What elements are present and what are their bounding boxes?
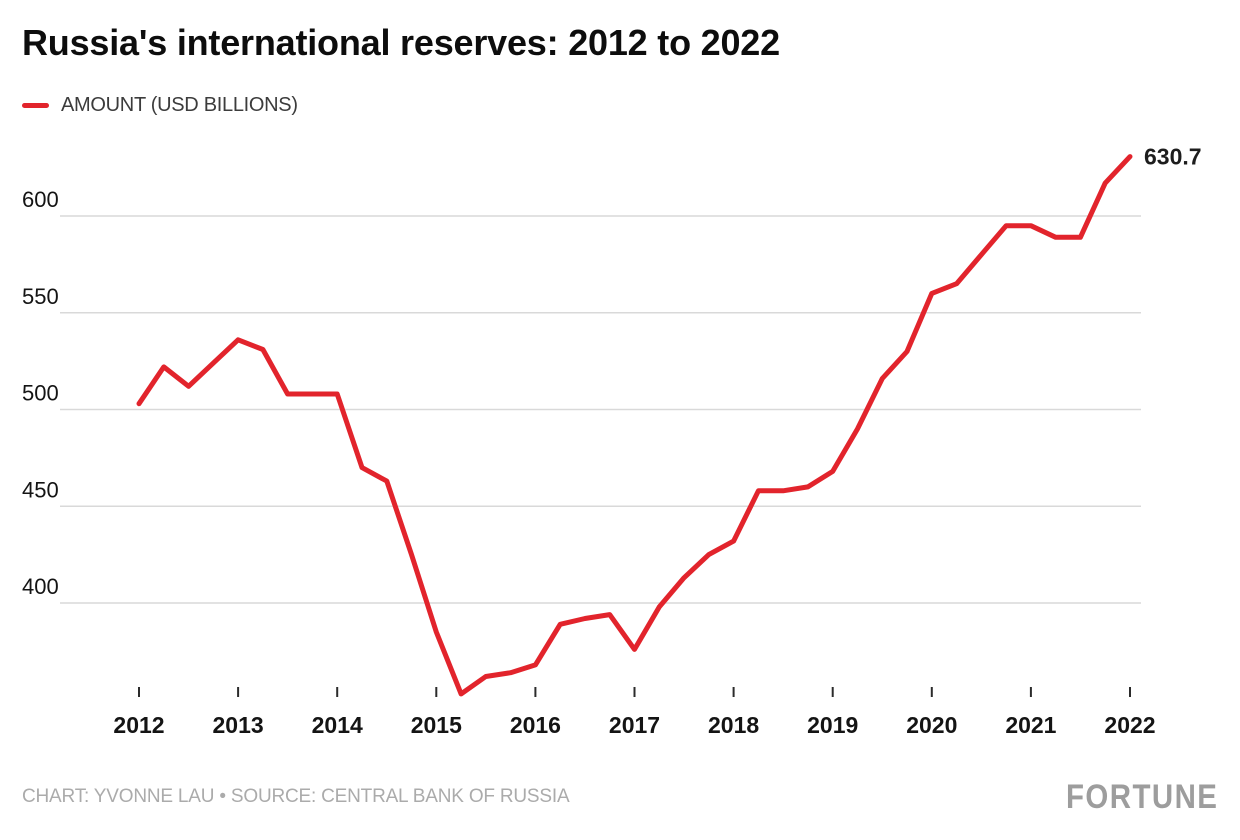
fortune-logo: FORTUNE [1065, 777, 1218, 816]
x-tick-label: 2014 [312, 712, 363, 738]
footer-credit: CHART: YVONNE LAU • SOURCE: CENTRAL BANK… [22, 786, 570, 807]
end-value-label: 630.7 [1144, 144, 1202, 170]
y-tick-label: 400 [22, 574, 59, 599]
x-tick-label: 2013 [213, 712, 264, 738]
x-tick-label: 2012 [113, 712, 164, 738]
y-tick-label: 450 [22, 477, 59, 502]
page-title: Russia's international reserves: 2012 to… [22, 22, 780, 63]
legend: AMOUNT (USD BILLIONS) [22, 94, 298, 117]
x-tick-label: 2020 [906, 712, 957, 738]
x-tick-label: 2015 [411, 712, 462, 738]
y-tick-label: 550 [22, 284, 59, 309]
x-tick-label: 2016 [510, 712, 561, 738]
legend-label: AMOUNT (USD BILLIONS) [61, 94, 298, 116]
y-tick-label: 500 [22, 381, 59, 406]
x-tick-label: 2021 [1005, 712, 1056, 738]
y-tick-label: 600 [22, 187, 59, 212]
series-line [136, 154, 1133, 697]
legend-line-swatch-icon [22, 103, 49, 108]
x-tick-label: 2017 [609, 712, 660, 738]
x-tick-label: 2019 [807, 712, 858, 738]
x-tick-label: 2022 [1104, 712, 1155, 738]
x-tick-label: 2018 [708, 712, 759, 738]
